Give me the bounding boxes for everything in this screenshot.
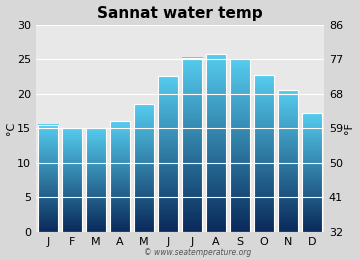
Bar bbox=[230, 59, 250, 232]
Bar bbox=[86, 128, 106, 232]
Bar bbox=[278, 90, 298, 232]
Bar bbox=[158, 76, 178, 232]
Bar bbox=[254, 75, 274, 232]
Bar bbox=[110, 121, 130, 232]
Text: © www.seatemperature.org: © www.seatemperature.org bbox=[144, 248, 252, 257]
Y-axis label: °C: °C bbox=[5, 121, 15, 135]
Bar bbox=[182, 58, 202, 232]
Bar bbox=[302, 113, 322, 232]
Bar bbox=[62, 128, 82, 232]
Bar bbox=[38, 125, 58, 232]
Bar bbox=[206, 54, 226, 232]
Bar bbox=[134, 104, 154, 232]
Title: Sannat water temp: Sannat water temp bbox=[97, 5, 263, 21]
Y-axis label: °F: °F bbox=[345, 122, 355, 134]
